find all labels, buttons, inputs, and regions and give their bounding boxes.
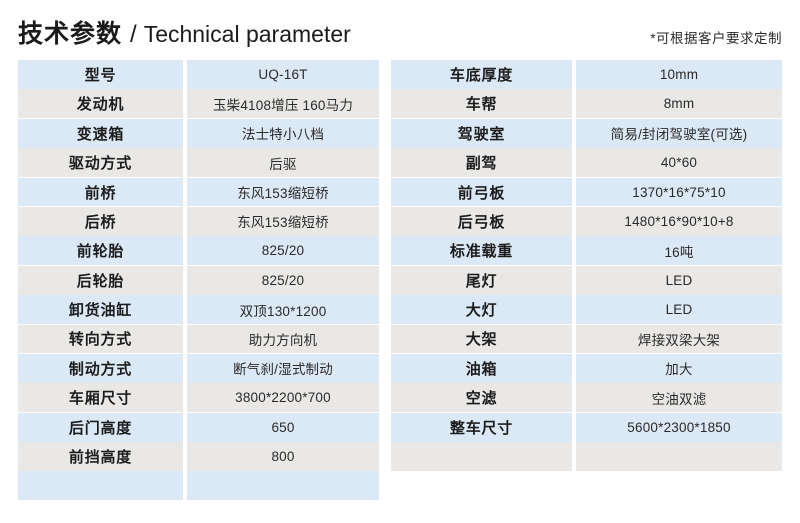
table-row: [18, 471, 379, 501]
table-row: 卸货油缸 双顶130*1200: [18, 295, 379, 325]
spec-label: [18, 471, 183, 501]
spec-label: 车底厚度: [391, 60, 572, 89]
table-row: 前弓板 1370*16*75*10: [391, 177, 782, 207]
table-row: 车帮 8mm: [391, 89, 782, 119]
spec-value: 5600*2300*1850: [576, 412, 782, 442]
spec-table-left: 型号 UQ-16T 发动机 玉柴4108增压 160马力 变速箱 法士特小八档 驱动方式 后驱…: [18, 60, 379, 501]
table-row: 驱动方式 后驱: [18, 148, 379, 178]
spec-label: 卸货油缸: [18, 295, 183, 325]
spec-label: [391, 442, 572, 471]
spec-label: 车厢尺寸: [18, 383, 183, 413]
spec-value: 东风153缩短桥: [187, 177, 379, 207]
spec-value: 1480*16*90*10+8: [576, 206, 782, 236]
table-row: 整车尺寸 5600*2300*1850: [391, 412, 782, 442]
spec-label: 后桥: [18, 206, 183, 236]
spec-label: 后弓板: [391, 206, 572, 236]
table-row: 制动方式 断气刹/湿式制动: [18, 353, 379, 383]
spec-value: 825/20: [187, 236, 379, 266]
spec-label: 制动方式: [18, 353, 183, 383]
spec-value: LED: [576, 295, 782, 325]
table-row: [391, 442, 782, 471]
page-header: 技术参数 / Technical parameter *可根据客户要求定制: [18, 14, 782, 50]
table-row: 车厢尺寸 3800*2200*700: [18, 383, 379, 413]
spec-value: 法士特小八档: [187, 118, 379, 148]
spec-value: 焊接双梁大架: [576, 324, 782, 354]
table-row: 驾驶室 简易/封闭驾驶室(可选): [391, 118, 782, 148]
table-row: 后桥 东风153缩短桥: [18, 206, 379, 236]
table-row: 车底厚度 10mm: [391, 60, 782, 89]
spec-value: 800: [187, 442, 379, 471]
spec-label: 车帮: [391, 89, 572, 119]
table-row: 后轮胎 825/20: [18, 265, 379, 295]
spec-value: 东风153缩短桥: [187, 206, 379, 236]
table-row: 大灯 LED: [391, 295, 782, 325]
spec-label: 发动机: [18, 89, 183, 119]
spec-value: 后驱: [187, 148, 379, 178]
table-row: 发动机 玉柴4108增压 160马力: [18, 89, 379, 119]
spec-label: 后门高度: [18, 412, 183, 442]
spec-value: 空油双滤: [576, 383, 782, 413]
spec-value: 助力方向机: [187, 324, 379, 354]
spec-value: 简易/封闭驾驶室(可选): [576, 118, 782, 148]
spec-label: 转向方式: [18, 324, 183, 354]
spec-value: 3800*2200*700: [187, 383, 379, 413]
spec-value: [187, 471, 379, 501]
spec-label: 后轮胎: [18, 265, 183, 295]
page-title: 技术参数 / Technical parameter: [18, 14, 351, 50]
table-row: 后弓板 1480*16*90*10+8: [391, 206, 782, 236]
table-row: 标准载重 16吨: [391, 236, 782, 266]
spec-value: 825/20: [187, 265, 379, 295]
table-row: 前挡高度 800: [18, 442, 379, 471]
spec-value: 16吨: [576, 236, 782, 266]
table-row: 前轮胎 825/20: [18, 236, 379, 266]
spec-value: 1370*16*75*10: [576, 177, 782, 207]
spec-label: 大架: [391, 324, 572, 354]
spec-value: LED: [576, 265, 782, 295]
spec-label: 大灯: [391, 295, 572, 325]
spec-value: 10mm: [576, 60, 782, 89]
table-row: 后门高度 650: [18, 412, 379, 442]
spec-label: 前桥: [18, 177, 183, 207]
spec-label: 前弓板: [391, 177, 572, 207]
spec-label: 油箱: [391, 353, 572, 383]
spec-value: 双顶130*1200: [187, 295, 379, 325]
table-row: 转向方式 助力方向机: [18, 324, 379, 354]
spec-label: 尾灯: [391, 265, 572, 295]
spec-value: 8mm: [576, 89, 782, 119]
spec-label: 前轮胎: [18, 236, 183, 266]
spec-label: 整车尺寸: [391, 412, 572, 442]
spec-table-right: 车底厚度 10mm 车帮 8mm 驾驶室 简易/封闭驾驶室(可选) 副驾 40*60 前弓板 13…: [391, 60, 782, 471]
spec-value: 加大: [576, 353, 782, 383]
spec-label: 标准载重: [391, 236, 572, 266]
spec-value: 40*60: [576, 148, 782, 178]
page-title-separator: /: [130, 21, 137, 48]
table-row: 型号 UQ-16T: [18, 60, 379, 89]
spec-label: 驱动方式: [18, 148, 183, 178]
spec-label: 副驾: [391, 148, 572, 178]
table-row: 油箱 加大: [391, 353, 782, 383]
spec-value: [576, 442, 782, 471]
spec-label: 空滤: [391, 383, 572, 413]
table-row: 变速箱 法士特小八档: [18, 118, 379, 148]
page-title-chinese: 技术参数: [18, 20, 123, 48]
spec-label: 型号: [18, 60, 183, 89]
table-row: 前桥 东风153缩短桥: [18, 177, 379, 207]
spec-value: 断气刹/湿式制动: [187, 353, 379, 383]
table-row: 空滤 空油双滤: [391, 383, 782, 413]
spec-label: 变速箱: [18, 118, 183, 148]
spec-label: 前挡高度: [18, 442, 183, 471]
table-row: 副驾 40*60: [391, 148, 782, 178]
spec-value: 650: [187, 412, 379, 442]
spec-value: 玉柴4108增压 160马力: [187, 89, 379, 119]
page-title-english: Technical parameter: [143, 21, 351, 47]
customization-note: *可根据客户要求定制: [650, 31, 782, 46]
table-row: 大架 焊接双梁大架: [391, 324, 782, 354]
spec-label: 驾驶室: [391, 118, 572, 148]
table-row: 尾灯 LED: [391, 265, 782, 295]
spec-value: UQ-16T: [187, 60, 379, 89]
